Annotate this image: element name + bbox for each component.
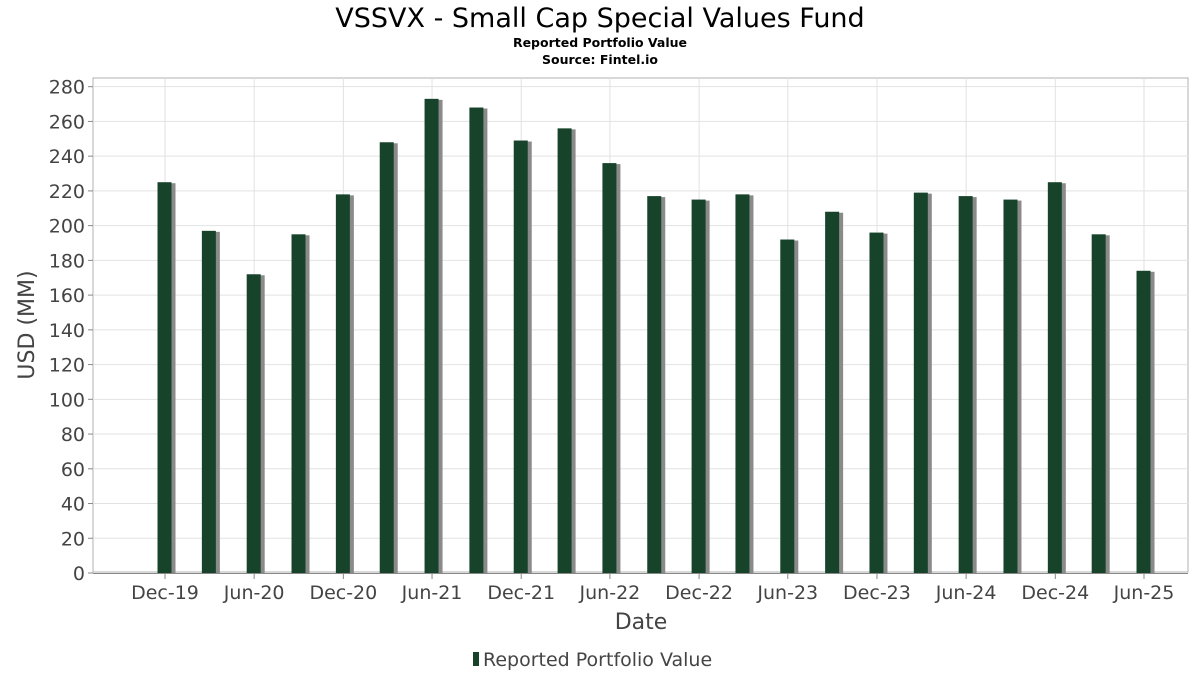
- y-tick-label: 140: [49, 320, 85, 342]
- bar: [291, 234, 306, 573]
- x-axis: Dec-19 Jun-20 Dec-20 Jun-21 Dec-21 Jun-22 Dec-…: [131, 573, 1174, 604]
- legend-swatch: [473, 652, 479, 666]
- y-tick-label: 200: [49, 216, 85, 238]
- y-tick-label: 40: [61, 494, 85, 516]
- x-tick-label: Dec-21: [487, 582, 555, 604]
- x-axis-label: Date: [615, 610, 668, 635]
- x-tick-label: Jun-25: [1113, 582, 1175, 604]
- bars: [157, 98, 1155, 574]
- bar: [424, 98, 439, 573]
- bar: [379, 142, 394, 573]
- y-tick-label: 0: [73, 563, 85, 585]
- bar: [958, 196, 973, 573]
- bar: [735, 194, 750, 574]
- y-tick-label: 240: [49, 146, 85, 168]
- y-axis: 0 20 40 60 80 100 120 140 160 180 200 220 240 260 280: [49, 77, 93, 585]
- bar: [602, 163, 617, 573]
- x-tick-label: Jun-24: [935, 582, 997, 604]
- y-axis-label: USD (MM): [15, 270, 40, 379]
- legend-label: Reported Portfolio Value: [483, 649, 712, 671]
- bar: [780, 239, 795, 574]
- bar: [1047, 182, 1062, 574]
- bar: [513, 140, 528, 574]
- bar: [647, 196, 662, 573]
- y-tick-label: 60: [61, 459, 85, 481]
- y-tick-label: 280: [49, 77, 85, 99]
- bar: [201, 230, 216, 573]
- y-tick-label: 160: [49, 285, 85, 307]
- bar: [157, 182, 172, 574]
- y-tick-label: 100: [49, 389, 85, 411]
- x-tick-label: Jun-23: [756, 582, 818, 604]
- y-tick-label: 80: [61, 424, 85, 446]
- bar: [691, 199, 706, 573]
- x-tick-label: Dec-22: [665, 582, 733, 604]
- bar: [469, 107, 484, 574]
- x-tick-label: Jun-21: [401, 582, 463, 604]
- chart-source: Source: Fintel.io: [542, 52, 658, 67]
- y-tick-label: 180: [49, 250, 85, 272]
- x-tick-label: Dec-20: [309, 582, 377, 604]
- bar: [825, 211, 840, 573]
- chart-title: VSSVX - Small Cap Special Values Fund: [335, 3, 864, 34]
- y-tick-label: 220: [49, 181, 85, 203]
- y-tick-label: 20: [61, 528, 85, 550]
- bar: [335, 194, 350, 574]
- x-tick-label: Dec-24: [1021, 582, 1089, 604]
- bar: [869, 232, 884, 573]
- bar: [557, 128, 572, 574]
- x-tick-label: Jun-22: [579, 582, 641, 604]
- y-tick-label: 260: [49, 111, 85, 133]
- x-tick-label: Jun-20: [223, 582, 285, 604]
- bar: [246, 274, 261, 573]
- bar: [1136, 270, 1151, 573]
- x-tick-label: Dec-23: [843, 582, 911, 604]
- chart-subtitle: Reported Portfolio Value: [513, 35, 687, 50]
- bar: [913, 192, 928, 573]
- x-tick-label: Dec-19: [131, 582, 199, 604]
- y-tick-label: 120: [49, 355, 85, 377]
- plot-area: [92, 77, 1189, 574]
- bar: [1091, 234, 1106, 573]
- bar: [1003, 199, 1018, 573]
- legend: Reported Portfolio Value: [473, 649, 712, 671]
